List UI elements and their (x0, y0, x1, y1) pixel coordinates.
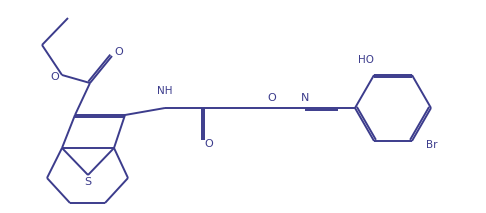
Text: O: O (205, 139, 213, 149)
Text: O: O (51, 72, 59, 82)
Text: NH: NH (157, 86, 173, 96)
Text: HO: HO (358, 55, 374, 65)
Text: O: O (268, 93, 277, 103)
Text: O: O (115, 47, 123, 57)
Text: N: N (301, 93, 309, 103)
Text: S: S (85, 177, 91, 187)
Text: Br: Br (426, 140, 437, 150)
